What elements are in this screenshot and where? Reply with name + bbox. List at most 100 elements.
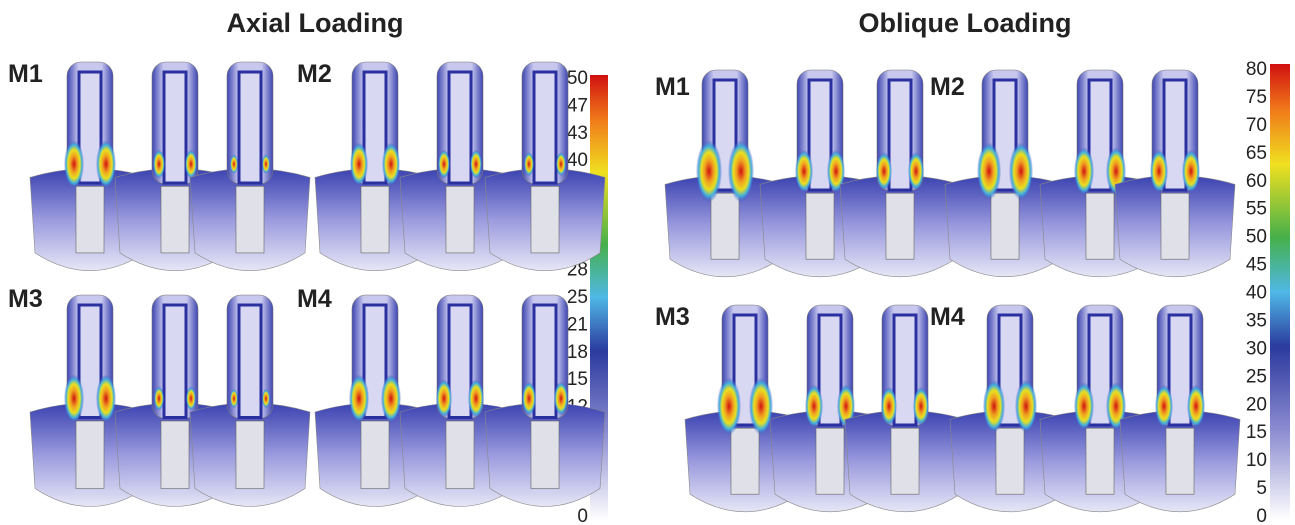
screw <box>1086 193 1114 259</box>
stress-spot <box>262 155 270 174</box>
abutment <box>449 72 471 183</box>
panel-label: M3 <box>8 285 43 313</box>
stress-spot <box>185 150 197 179</box>
scale-label: 80 <box>1246 59 1267 80</box>
abutment <box>894 315 916 425</box>
screw <box>161 186 189 253</box>
scale-label: 50 <box>1246 227 1267 248</box>
stress-spot <box>436 379 452 417</box>
scale-label: 25 <box>567 287 588 308</box>
stress-spot <box>438 150 450 179</box>
abutment <box>534 305 556 418</box>
scale-label: 15 <box>567 369 588 390</box>
abutment <box>164 72 186 183</box>
stress-spot <box>717 377 741 435</box>
stress-spot <box>381 375 401 423</box>
stress-spot <box>382 143 400 186</box>
implant-model <box>1115 70 1235 277</box>
screw <box>361 186 389 253</box>
abutment <box>534 72 556 183</box>
screw <box>1086 428 1114 494</box>
stress-spot <box>230 155 238 174</box>
scale-label: 10 <box>1246 450 1267 471</box>
stress-spot <box>881 387 897 425</box>
abutment <box>889 80 911 190</box>
stress-spot <box>1155 385 1173 428</box>
screw <box>161 421 189 489</box>
scale-label: 5 <box>1256 478 1267 499</box>
scale-label: 65 <box>1246 143 1267 164</box>
implant-model <box>1120 305 1240 512</box>
scale-label: 45 <box>1246 255 1267 276</box>
color-bar <box>1270 64 1290 520</box>
panel-label: M3 <box>655 303 690 331</box>
stress-spot <box>262 389 270 408</box>
screw <box>446 186 474 253</box>
screw <box>711 193 739 259</box>
screw <box>1166 428 1194 494</box>
screw <box>446 421 474 489</box>
screw <box>996 428 1024 494</box>
scale-label: 70 <box>1246 115 1267 136</box>
stress-spot <box>96 140 116 188</box>
implant-model <box>845 305 965 512</box>
screw <box>886 193 914 259</box>
scale-label: 47 <box>567 95 588 116</box>
scale-label: 0 <box>577 506 588 525</box>
stress-spot <box>749 377 773 435</box>
screw <box>361 421 389 489</box>
screw <box>76 186 104 253</box>
scale-label: 35 <box>1246 310 1267 331</box>
scale-label: 20 <box>1246 394 1267 415</box>
screw <box>531 421 559 489</box>
scale-label: 50 <box>567 68 588 89</box>
screw <box>236 421 264 489</box>
title: Axial Loading <box>226 8 403 38</box>
abutment <box>239 305 261 418</box>
stress-spot <box>876 152 892 190</box>
scale-label: 18 <box>567 342 588 363</box>
stress-spot <box>186 387 196 411</box>
stress-spot <box>524 152 534 176</box>
stress-spot <box>805 385 823 428</box>
abutment <box>239 72 261 183</box>
panel-label: M4 <box>297 285 332 313</box>
abutment <box>449 305 471 418</box>
screw <box>236 186 264 253</box>
abutment <box>164 305 186 418</box>
stress-spot <box>1182 150 1200 193</box>
stress-spot <box>696 140 722 202</box>
stress-spot <box>556 152 566 176</box>
stress-spot <box>728 140 754 202</box>
screw <box>806 193 834 259</box>
stress-spot <box>983 380 1005 433</box>
scale-label: 30 <box>1246 338 1267 359</box>
stress-spot <box>468 379 484 417</box>
screw <box>1161 193 1189 259</box>
panel-label: M2 <box>297 60 332 88</box>
stress-spot <box>913 387 929 425</box>
scale-label: 40 <box>1246 283 1267 304</box>
scale-label: 43 <box>567 123 588 144</box>
screw <box>731 428 759 494</box>
panel-label: M1 <box>655 73 690 101</box>
stress-spot <box>154 387 164 411</box>
stress-spot <box>64 375 84 423</box>
screw <box>891 428 919 494</box>
stress-spot <box>1074 382 1094 430</box>
stress-spot <box>1009 142 1033 200</box>
screw <box>991 193 1019 259</box>
panel-label: M2 <box>930 73 965 101</box>
implant-model <box>840 70 960 277</box>
stress-spot <box>1150 150 1168 193</box>
stress-spot <box>64 140 84 188</box>
scale-label: 40 <box>567 150 588 171</box>
scale-label: 75 <box>1246 87 1267 108</box>
stress-spot <box>1187 385 1205 428</box>
screw <box>816 428 844 494</box>
stress-spot <box>153 150 165 179</box>
stress-spot <box>96 375 116 423</box>
stress-spot <box>350 143 368 186</box>
figure: Axial Loading Oblique Loading M1 M2 M3 M… <box>0 0 1295 525</box>
stress-spot <box>1015 380 1037 433</box>
